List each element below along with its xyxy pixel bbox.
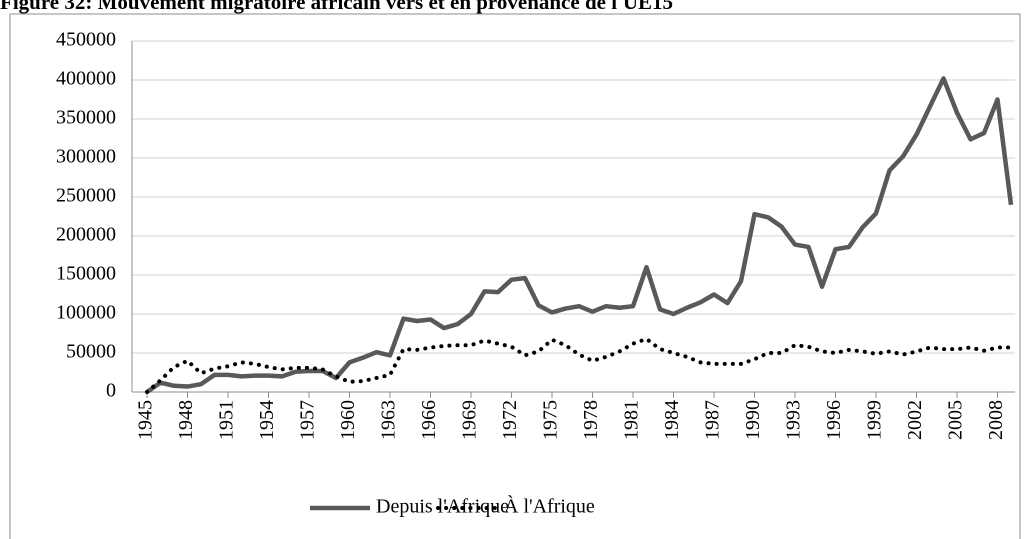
y-tick-label: 100000 bbox=[56, 302, 116, 324]
x-tick-label: 1999 bbox=[864, 400, 886, 440]
x-tick-label: 1954 bbox=[256, 400, 278, 440]
y-tick-label: 450000 bbox=[56, 29, 116, 51]
y-tick-label: 200000 bbox=[56, 224, 116, 246]
x-tick-label: 2005 bbox=[945, 400, 967, 440]
y-tick-label: 0 bbox=[106, 380, 116, 402]
x-tick-label: 1981 bbox=[621, 400, 643, 440]
x-tick-label: 1945 bbox=[135, 400, 157, 440]
y-tick-label: 250000 bbox=[56, 185, 116, 207]
y-tick-label: 350000 bbox=[56, 107, 116, 129]
x-tick-label: 1969 bbox=[459, 400, 481, 440]
x-tick-label: 1957 bbox=[297, 400, 319, 440]
x-tick-label: 1948 bbox=[175, 400, 197, 440]
y-tick-label: 400000 bbox=[56, 68, 116, 90]
y-tick-label: 50000 bbox=[66, 341, 116, 363]
y-tick-label: 150000 bbox=[56, 263, 116, 285]
x-tick-label: 1990 bbox=[742, 400, 764, 440]
x-tick-label: 1960 bbox=[337, 400, 359, 440]
x-tick-label: 1972 bbox=[499, 400, 521, 440]
y-tick-label: 300000 bbox=[56, 146, 116, 168]
legend-label: À l'Afrique bbox=[504, 495, 595, 518]
x-tick-label: 1975 bbox=[540, 400, 562, 440]
x-tick-label: 2002 bbox=[904, 400, 926, 440]
chart-frame bbox=[9, 13, 1021, 539]
x-tick-label: 1987 bbox=[702, 400, 724, 440]
x-tick-label: 1978 bbox=[580, 400, 602, 440]
x-tick-label: 2008 bbox=[985, 400, 1007, 440]
series-line bbox=[145, 336, 1013, 394]
x-tick-label: 1993 bbox=[783, 400, 805, 440]
x-tick-label: 1996 bbox=[823, 400, 845, 440]
chart-title: Figure 32: Mouvement migratoire africain… bbox=[0, 0, 673, 14]
x-tick-label: 1963 bbox=[378, 400, 400, 440]
legend-label: Depuis l'Afrique bbox=[376, 496, 509, 518]
x-tick-label: 1951 bbox=[216, 400, 238, 440]
series-line bbox=[145, 76, 1014, 394]
x-tick-label: 1966 bbox=[418, 400, 440, 440]
x-tick-label: 1984 bbox=[661, 400, 683, 440]
